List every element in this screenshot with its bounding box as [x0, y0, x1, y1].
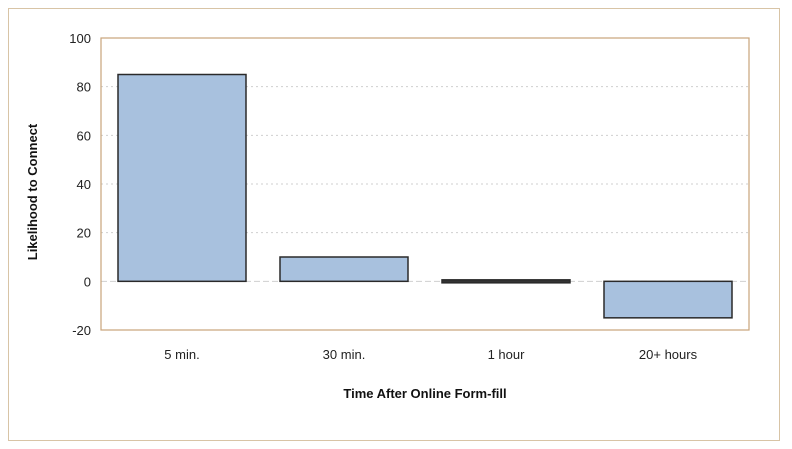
x-tick-labels: 5 min. 30 min. 1 hour 20+ hours: [164, 347, 697, 362]
x-tick-label: 20+ hours: [639, 347, 698, 362]
bar-3: [603, 280, 733, 319]
plot-area-border: [100, 37, 750, 331]
y-tick-label: 60: [77, 128, 91, 143]
y-tick-label: -20: [72, 323, 91, 338]
y-tick-labels: 100 80 60 40 20 0 -20: [69, 31, 91, 338]
y-tick-label: 40: [77, 177, 91, 192]
y-axis-title: Likelihood to Connect: [25, 123, 40, 260]
x-tick-label: 5 min.: [164, 347, 199, 362]
bars: [117, 73, 733, 319]
x-tick-label: 30 min.: [323, 347, 366, 362]
y-tick-label: 80: [77, 80, 91, 95]
y-tick-label: 0: [84, 274, 91, 289]
y-tick-label: 100: [69, 31, 91, 46]
x-axis-title: Time After Online Form-fill: [343, 386, 506, 401]
bar-2: [441, 279, 571, 284]
bar-0: [117, 73, 247, 283]
x-tick-label: 1 hour: [488, 347, 526, 362]
y-tick-label: 20: [77, 226, 91, 241]
bar-1: [279, 256, 409, 283]
